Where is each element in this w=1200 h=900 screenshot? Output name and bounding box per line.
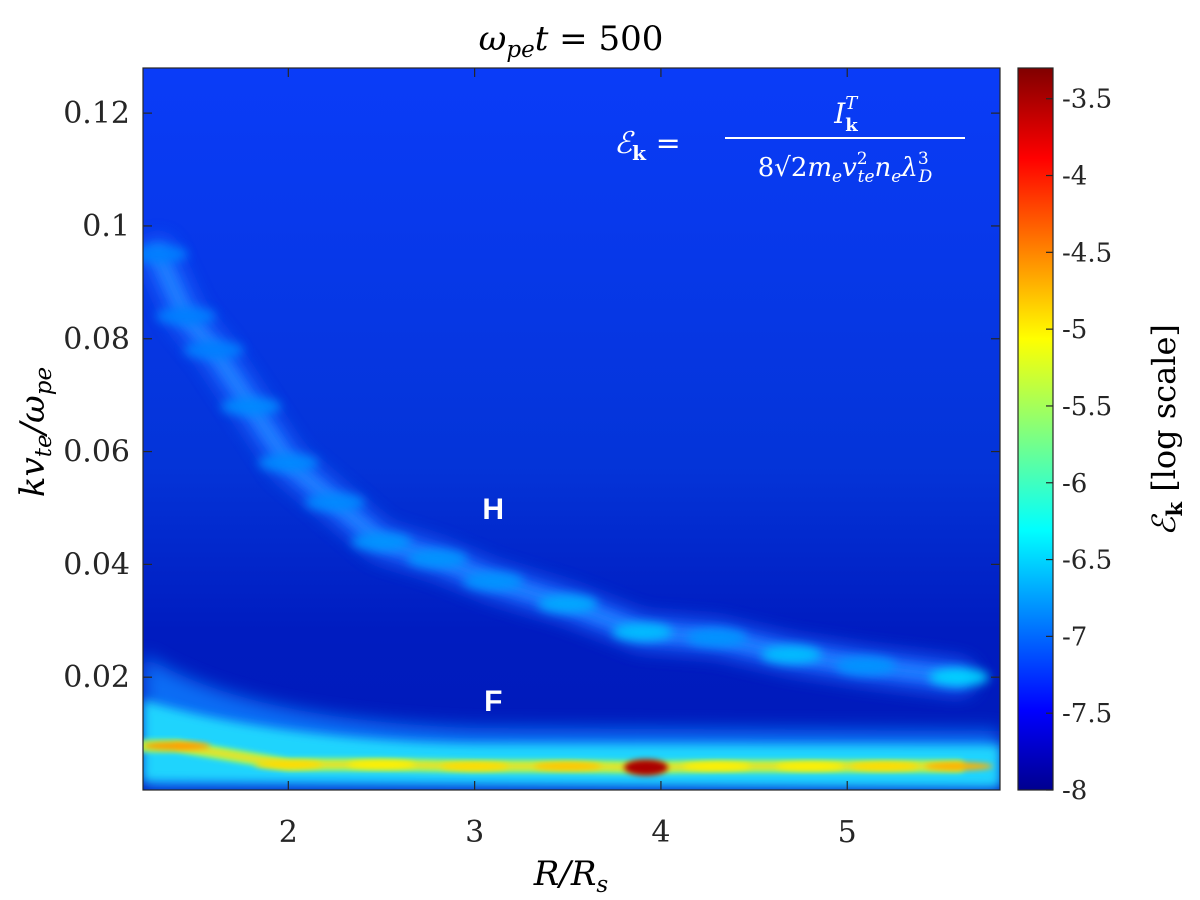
harmonic-branch	[143, 237, 990, 695]
colorbar-frame	[1017, 67, 1054, 791]
harmonic-point	[143, 245, 188, 264]
y-tick-label: 0.04	[63, 547, 130, 582]
harmonic-point	[183, 341, 244, 360]
harmonic-point	[612, 623, 673, 642]
fundamental-point	[624, 759, 669, 776]
harmonic-point	[155, 307, 216, 326]
plot-area	[143, 68, 1000, 790]
harmonic-point	[686, 628, 747, 647]
x-tick-label: 5	[838, 815, 857, 850]
equation: ℰk = IT k 8√2mev2 teneλ3 D	[614, 93, 965, 187]
fundamental-point	[347, 760, 416, 769]
colorbar-label: ℰk [log scale]	[1145, 324, 1187, 536]
harmonic-point	[221, 397, 282, 416]
fundamental-point	[925, 762, 994, 771]
colorbar-tick-label: -7	[1062, 622, 1087, 652]
plot-frame	[142, 67, 1001, 791]
fundamental-point	[440, 762, 509, 771]
harmonic-point	[761, 645, 822, 664]
colorbar-tick-label: -4.5	[1062, 238, 1112, 268]
colorbar-tick-label: -5.5	[1062, 392, 1112, 422]
y-tick-label: 0.12	[63, 96, 130, 131]
chart-title: ωpet = 500	[479, 19, 664, 63]
colorbar-tick-label: -4	[1062, 162, 1087, 192]
x-axis: 2 3 4 5	[279, 68, 857, 850]
colorbar-tick-label: -3.5	[1062, 85, 1112, 115]
fundamental-point	[533, 762, 602, 771]
harmonic-point	[463, 572, 524, 591]
fundamental-point	[850, 762, 919, 771]
y-tick-label: 0.06	[63, 435, 130, 470]
y-tick-label: 0.1	[82, 209, 130, 244]
y-tick-label: 0.08	[63, 322, 130, 357]
fundamental-hot-line	[174, 743, 962, 770]
x-tick-label: 2	[279, 815, 298, 850]
equation-lhs: ℰk =	[614, 126, 681, 165]
colorbar-ticks: -8 -7.5 -7 -6.5 -6 -5.5 -5 -4.5 -4 -3.5	[1046, 85, 1112, 806]
y-axis-label: kvte/ωpe	[13, 367, 57, 497]
colorbar-tick-label: -6.5	[1062, 546, 1112, 576]
y-axis: 0.02 0.04 0.06 0.08 0.1 0.12	[63, 96, 1000, 695]
colorbar-tick-label: -5	[1062, 315, 1087, 345]
equation-denominator: 8√2mev2 teneλ3 D	[758, 149, 933, 187]
equation-numerator: IT k	[833, 93, 859, 136]
fundamental-point	[143, 742, 211, 751]
fundamental-branch	[143, 654, 1000, 790]
harmonic-point	[537, 594, 598, 613]
colorbar	[1018, 68, 1053, 790]
annotation-h: H	[482, 493, 504, 526]
harmonic-point	[258, 453, 319, 472]
x-tick-label: 4	[651, 815, 670, 850]
harmonic-point	[929, 668, 990, 687]
colorbar-tick-label: -6	[1062, 469, 1087, 499]
x-tick-label: 3	[465, 815, 484, 850]
harmonic-point	[351, 532, 412, 551]
x-axis-label: R/Rs	[533, 854, 609, 898]
harmonic-point	[835, 656, 896, 675]
fundamental-point	[775, 762, 844, 771]
annotation-f: F	[484, 685, 502, 718]
harmonic-point	[407, 549, 468, 568]
fundamental-point	[254, 760, 323, 769]
colorbar-tick-label: -7.5	[1062, 699, 1112, 729]
fundamental-point	[682, 762, 751, 771]
harmonic-point	[304, 493, 365, 512]
y-tick-label: 0.02	[63, 660, 130, 695]
colorbar-tick-label: -8	[1062, 776, 1087, 806]
